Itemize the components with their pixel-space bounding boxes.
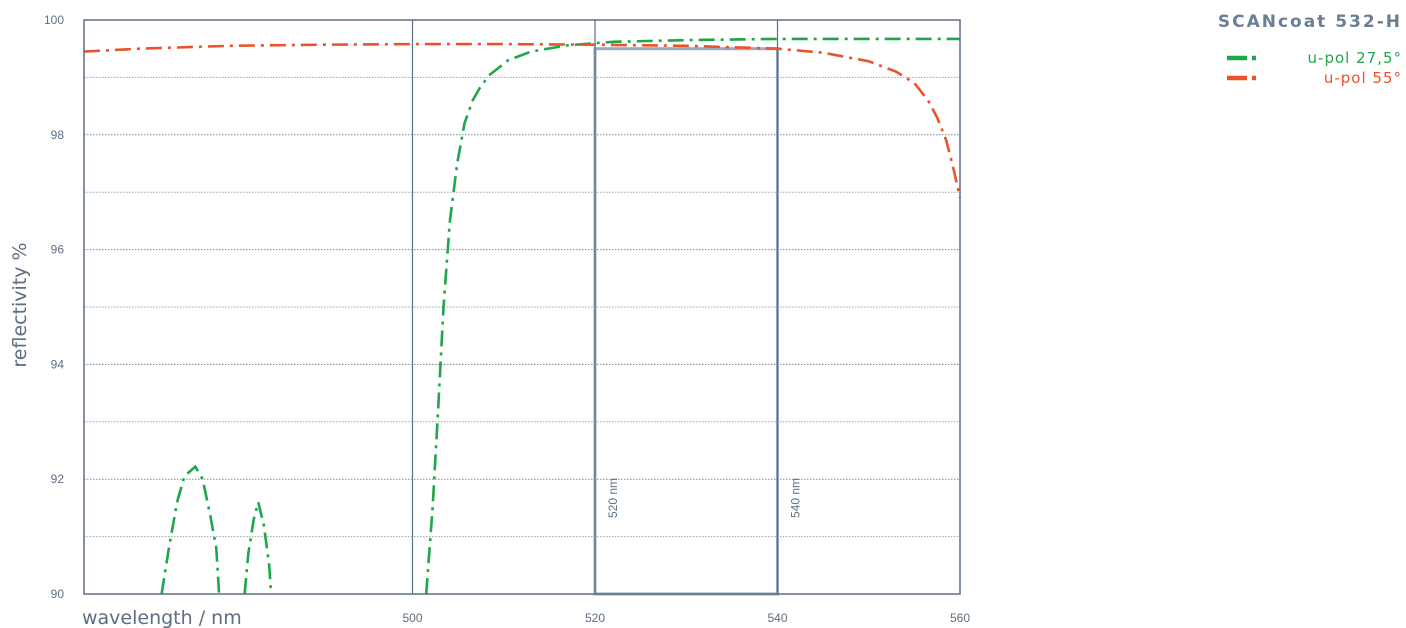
x-tick-label: 520	[585, 611, 605, 625]
vertical-gridlines	[411, 20, 779, 594]
data-series	[83, 37, 962, 595]
x-tick-labels: 500 520 540 560	[402, 611, 970, 625]
series-line	[160, 464, 221, 595]
series-line	[424, 37, 960, 595]
y-tick-label: 92	[51, 472, 65, 486]
band-labels: 520 nm 540 nm	[606, 478, 803, 518]
y-tick-label: 94	[51, 357, 65, 371]
plot-frame	[83, 19, 961, 595]
y-tick-label: 96	[51, 243, 65, 257]
y-axis-title: reflectivity %	[9, 242, 31, 367]
y-tick-label: 90	[51, 587, 65, 601]
series-line	[243, 501, 273, 595]
band-label: 540 nm	[789, 478, 803, 518]
y-tick-label: 98	[51, 128, 65, 142]
band-label: 520 nm	[606, 478, 620, 518]
chart-title: SCANcoat 532-H	[1218, 12, 1402, 32]
y-tick-label: 100	[44, 13, 64, 27]
y-tick-labels: 90 92 94 96 98 100	[44, 13, 64, 601]
legend-label: u-pol 55°	[1324, 69, 1402, 87]
x-tick-label: 560	[950, 611, 970, 625]
x-axis-title: wavelength / nm	[82, 607, 242, 628]
legend: u-pol 27,5° u-pol 55°	[1227, 49, 1402, 87]
series-line	[83, 42, 962, 199]
x-tick-label: 500	[402, 611, 422, 625]
x-tick-label: 540	[767, 611, 787, 625]
legend-label: u-pol 27,5°	[1308, 49, 1402, 67]
grid-lines	[84, 76, 960, 538]
